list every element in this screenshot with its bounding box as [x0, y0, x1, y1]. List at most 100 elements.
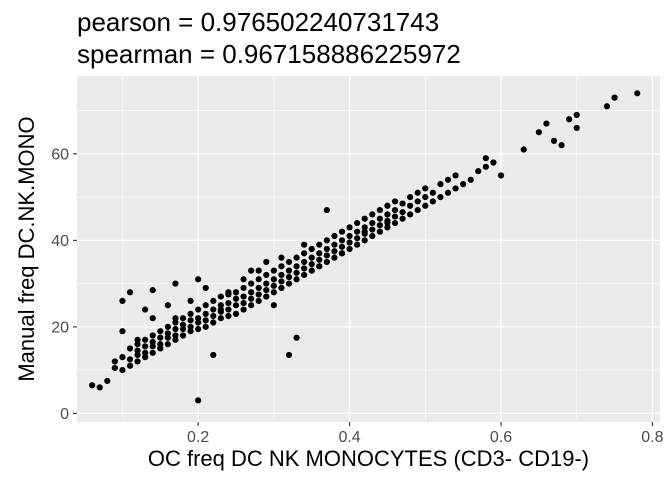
scatter-point	[126, 289, 134, 296]
scatter-point	[285, 351, 293, 359]
scatter-point	[149, 315, 156, 322]
scatter-point	[399, 209, 406, 216]
scatter-point	[126, 345, 134, 352]
scatter-point	[346, 224, 353, 231]
scatter-point	[149, 349, 156, 356]
scatter-point	[444, 176, 452, 183]
scatter-point	[263, 280, 270, 287]
scatter-point	[316, 263, 323, 270]
scatter-point	[172, 315, 179, 322]
scatter-point	[157, 334, 164, 341]
scatter-point	[263, 271, 270, 279]
x-tick-label: 0.4	[338, 429, 360, 446]
scatter-point	[278, 278, 285, 285]
scatter-point	[248, 267, 255, 274]
plot-panel	[77, 76, 660, 422]
scatter-point	[119, 297, 126, 304]
scatter-point	[361, 224, 368, 231]
scatter-point	[134, 347, 141, 354]
scatter-point	[232, 289, 240, 296]
scatter-point	[210, 306, 217, 313]
scatter-point	[414, 189, 421, 196]
scatter-point	[566, 116, 573, 123]
scatter-point	[172, 336, 179, 343]
scatter-point	[270, 302, 277, 309]
scatter-point	[603, 103, 611, 110]
scatter-point	[422, 194, 429, 201]
scatter-point	[126, 362, 134, 369]
scatter-point	[384, 211, 391, 218]
scatter-point	[142, 306, 149, 313]
scatter-point	[285, 258, 293, 266]
x-tick-label: 0.8	[641, 429, 663, 446]
scatter-point	[346, 239, 353, 246]
scatter-point	[301, 250, 308, 257]
scatter-point	[422, 202, 429, 209]
scatter-point	[270, 267, 277, 274]
scatter-point	[270, 276, 277, 283]
x-axis-ticks: 0.2 0.4 0.6 0.8	[187, 422, 664, 446]
scatter-point	[550, 137, 558, 144]
scatter-point	[134, 351, 141, 359]
scatter-point	[414, 206, 421, 214]
scatter-point	[323, 252, 330, 259]
y-tick-label: 0	[60, 406, 69, 423]
scatter-point	[278, 263, 285, 270]
title-spearman: spearman = 0.967158886225972	[77, 39, 461, 69]
scatter-point	[399, 215, 406, 222]
scatter-point	[217, 302, 224, 309]
scatter-point	[187, 310, 194, 317]
scatter-point	[202, 323, 209, 330]
scatter-point	[301, 258, 308, 266]
scatter-point	[187, 323, 194, 330]
scatter-point	[376, 228, 383, 235]
scatter-point	[308, 267, 315, 274]
scatter-point	[354, 241, 361, 248]
scatter-point	[202, 284, 209, 292]
y-tick-label: 60	[51, 146, 69, 163]
x-tick-label: 0.6	[490, 429, 512, 446]
scatter-point	[89, 382, 96, 389]
y-tick-label: 20	[51, 319, 69, 336]
scatter-point	[414, 198, 421, 205]
scatter-point	[323, 245, 330, 253]
scatter-point	[225, 299, 232, 307]
scatter-point	[270, 282, 277, 289]
scatter-point	[142, 349, 149, 356]
scatter-point	[399, 200, 406, 207]
scatter-point	[376, 222, 383, 229]
scatter-point	[217, 315, 224, 322]
scatter-point	[384, 224, 391, 231]
scatter-point	[338, 243, 346, 250]
scatter-point	[301, 271, 308, 279]
scatter-point	[149, 338, 156, 346]
scatter-point	[376, 215, 383, 222]
scatter-point	[316, 241, 323, 248]
scatter-point	[134, 341, 141, 348]
scatter-point	[338, 228, 346, 235]
scatter-point	[308, 245, 315, 253]
scatter-point	[369, 226, 376, 233]
scatter-point	[391, 198, 399, 205]
scatter-point	[293, 334, 300, 341]
title-pearson: pearson = 0.976502240731743	[77, 7, 439, 37]
scatter-point	[278, 284, 285, 292]
scatter-point	[369, 211, 376, 218]
scatter-point	[210, 351, 217, 359]
scatter-point	[195, 315, 202, 322]
scatter-points	[89, 90, 641, 404]
scatter-point	[111, 358, 118, 365]
scatter-point	[255, 276, 262, 283]
scatter-point	[149, 343, 156, 350]
scatter-point	[126, 356, 134, 363]
scatter-point	[225, 289, 232, 296]
scatter-point	[467, 176, 474, 183]
scatter-point	[96, 384, 103, 391]
scatter-point	[134, 358, 141, 365]
scatter-point	[293, 254, 300, 261]
scatter-point	[270, 289, 277, 296]
scatter-point	[558, 142, 565, 149]
scatter-point	[232, 310, 240, 317]
scatter-point	[240, 284, 247, 292]
scatter-point	[248, 302, 255, 309]
